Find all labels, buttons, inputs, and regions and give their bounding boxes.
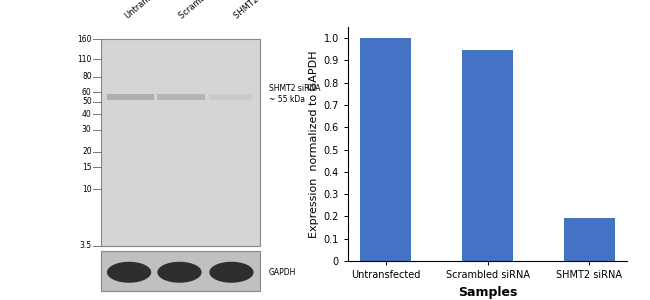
Text: GAPDH: GAPDH <box>269 268 296 277</box>
Bar <box>209 94 252 100</box>
Text: 50: 50 <box>82 98 92 106</box>
Bar <box>462 50 513 261</box>
Text: 10: 10 <box>82 184 92 194</box>
Text: Scrambled siRNA: Scrambled siRNA <box>177 0 239 21</box>
Text: 20: 20 <box>82 147 92 156</box>
Text: 40: 40 <box>82 110 92 118</box>
Ellipse shape <box>209 262 254 283</box>
Text: SHMT2 siRNA: SHMT2 siRNA <box>233 0 281 21</box>
Bar <box>564 218 614 261</box>
Y-axis label: Expression  normalized to GAPDH: Expression normalized to GAPDH <box>309 50 319 238</box>
Text: SHMT2 siRNA
~ 55 kDa: SHMT2 siRNA ~ 55 kDa <box>269 84 320 104</box>
Text: Untransfected: Untransfected <box>122 0 174 21</box>
Text: 15: 15 <box>82 163 92 172</box>
Text: 160: 160 <box>77 34 92 43</box>
Text: 80: 80 <box>82 72 92 81</box>
Bar <box>361 38 411 261</box>
Text: 60: 60 <box>82 88 92 97</box>
Bar <box>107 94 154 100</box>
X-axis label: Samples: Samples <box>458 286 517 298</box>
Text: 30: 30 <box>82 125 92 134</box>
Ellipse shape <box>157 262 202 283</box>
Bar <box>157 94 205 100</box>
Text: 110: 110 <box>77 55 92 64</box>
Ellipse shape <box>107 262 151 283</box>
Bar <box>101 39 260 246</box>
Bar <box>101 250 260 291</box>
Text: 3.5: 3.5 <box>79 242 92 250</box>
